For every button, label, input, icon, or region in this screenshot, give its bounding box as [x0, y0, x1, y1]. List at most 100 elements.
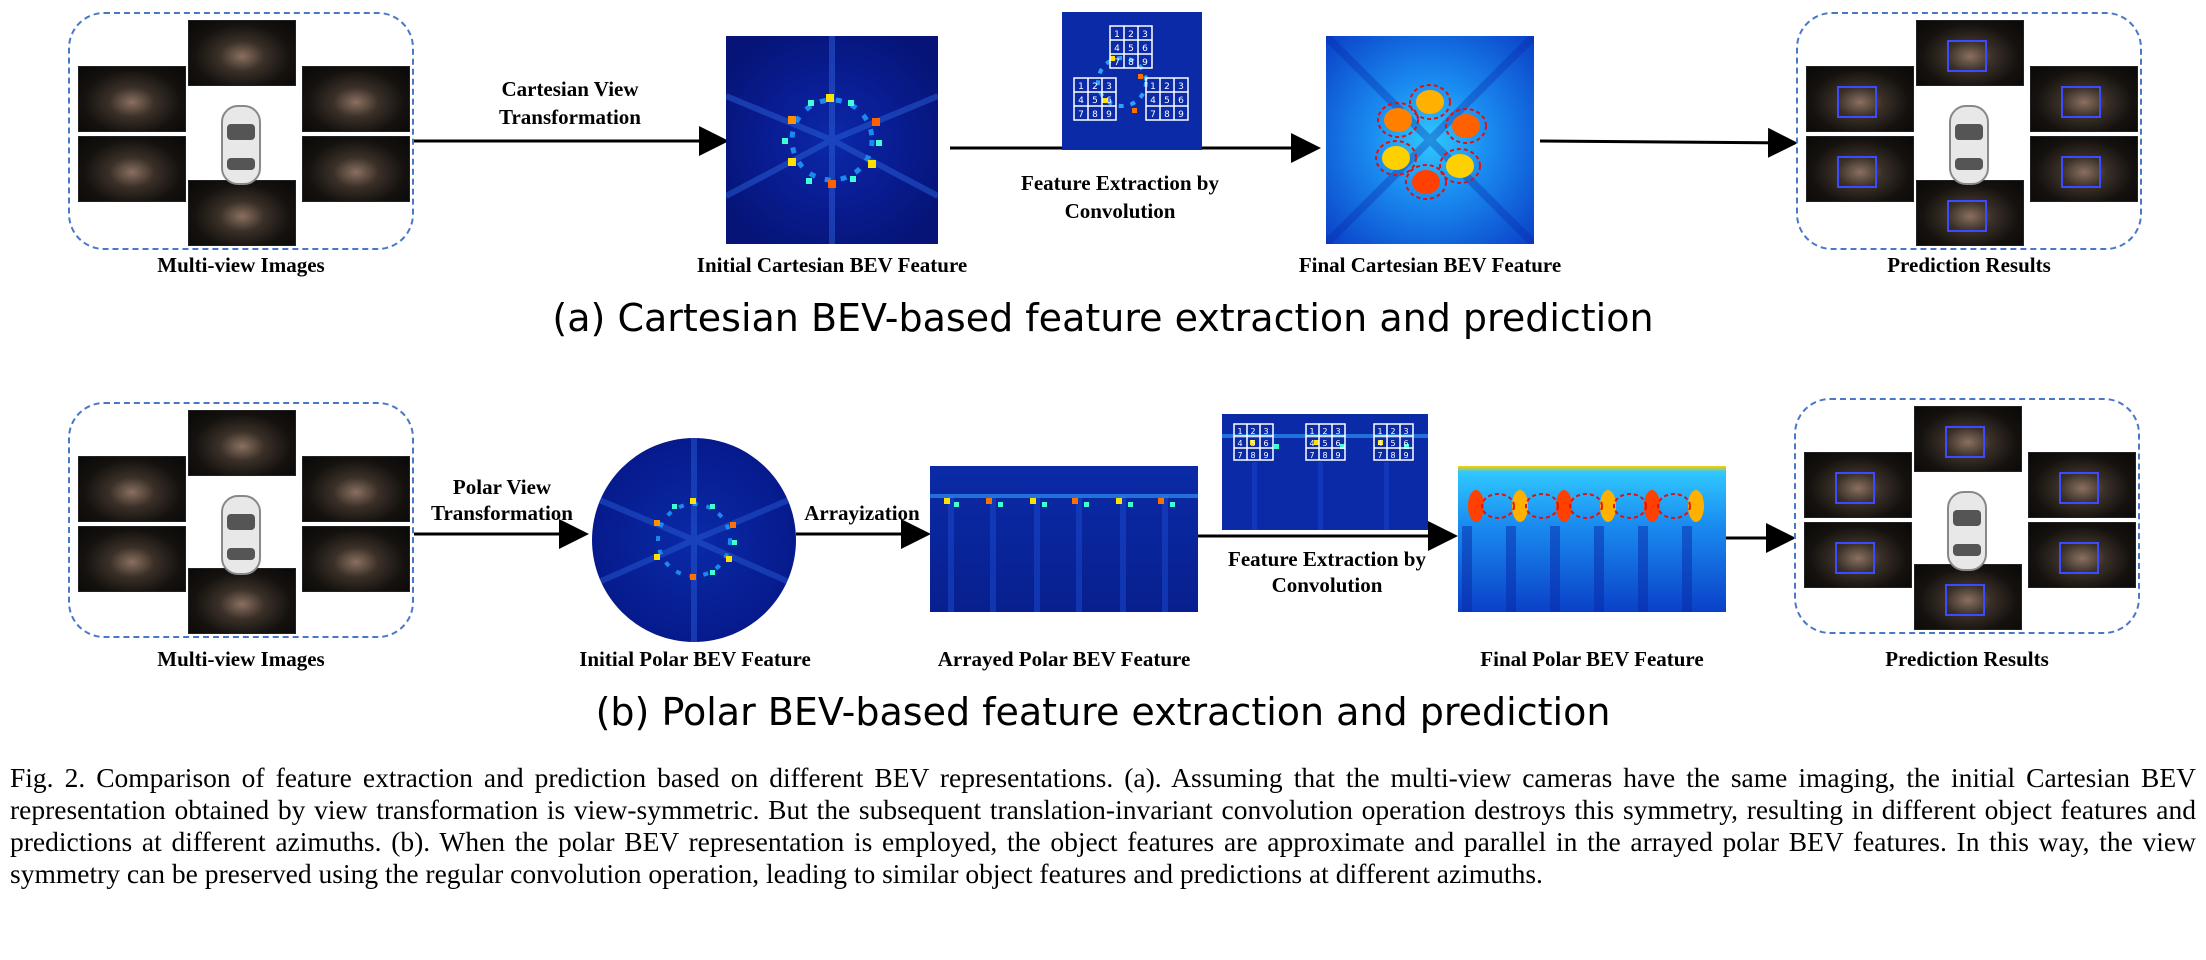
- ego-car-icon: [221, 105, 261, 185]
- svg-text:9: 9: [1403, 451, 1408, 460]
- svg-text:5: 5: [1128, 44, 1134, 54]
- prediction-image: [1914, 406, 2022, 472]
- svg-text:7: 7: [1377, 451, 1382, 460]
- svg-text:1: 1: [1078, 82, 1084, 92]
- arrayed-polar-bev-feature: [930, 466, 1198, 612]
- camera-image: [302, 526, 410, 592]
- camera-image: [78, 456, 186, 522]
- svg-text:1: 1: [1150, 82, 1156, 92]
- prediction-image: [1804, 452, 1912, 518]
- svg-text:1: 1: [1309, 427, 1314, 436]
- svg-text:5: 5: [1250, 439, 1255, 448]
- svg-text:6: 6: [1142, 44, 1148, 54]
- svg-text:2: 2: [1164, 82, 1170, 92]
- step-label-polar-transform-1: Polar View: [452, 475, 552, 499]
- svg-text:7: 7: [1114, 58, 1120, 68]
- feature-label-arrayed-polar: Arrayed Polar BEV Feature: [937, 647, 1191, 671]
- step-label-polar-conv-1: Feature Extraction by: [1228, 547, 1426, 571]
- svg-text:9: 9: [1178, 110, 1184, 120]
- svg-text:9: 9: [1263, 451, 1268, 460]
- ego-car-icon: [221, 495, 261, 575]
- svg-text:1: 1: [1377, 427, 1382, 436]
- svg-text:7: 7: [1237, 451, 1242, 460]
- camera-image: [302, 66, 410, 132]
- svg-text:6: 6: [1263, 439, 1268, 448]
- final-polar-bev-feature: [1458, 466, 1726, 612]
- step-label-arrayization: Arrayization: [804, 501, 920, 525]
- svg-text:7: 7: [1150, 110, 1156, 120]
- step-label-cartesian-conv-2: Convolution: [1064, 199, 1176, 223]
- svg-text:8: 8: [1092, 110, 1098, 120]
- svg-text:4: 4: [1078, 96, 1084, 106]
- section-heading-b: (b) Polar BEV-based feature extraction a…: [595, 690, 1611, 734]
- svg-text:8: 8: [1390, 451, 1395, 460]
- camera-image: [302, 136, 410, 202]
- figure-caption: Fig. 2. Comparison of feature extraction…: [10, 762, 2196, 889]
- svg-text:5: 5: [1390, 439, 1395, 448]
- output-label-a: Prediction Results: [1887, 253, 2051, 277]
- feature-label-initial-cartesian: Initial Cartesian BEV Feature: [696, 253, 968, 277]
- svg-text:4: 4: [1150, 96, 1156, 106]
- svg-text:2: 2: [1128, 30, 1134, 40]
- feature-label-final-cartesian: Final Cartesian BEV Feature: [1298, 253, 1562, 277]
- svg-text:4: 4: [1377, 439, 1382, 448]
- svg-text:6: 6: [1106, 96, 1112, 106]
- svg-text:2: 2: [1250, 427, 1255, 436]
- prediction-image: [2030, 136, 2138, 202]
- svg-text:9: 9: [1335, 451, 1340, 460]
- svg-text:5: 5: [1092, 96, 1098, 106]
- svg-text:4: 4: [1114, 44, 1120, 54]
- svg-text:2: 2: [1322, 427, 1327, 436]
- arrow-cartesian-prediction: [1539, 127, 1798, 158]
- svg-text:8: 8: [1322, 451, 1327, 460]
- svg-text:6: 6: [1403, 439, 1408, 448]
- step-label-polar-transform-2: Transformation: [431, 501, 573, 525]
- final-cartesian-bev-feature: [1326, 36, 1534, 244]
- svg-text:1: 1: [1114, 30, 1120, 40]
- initial-cartesian-bev-feature: [726, 36, 938, 244]
- svg-text:3: 3: [1403, 427, 1408, 436]
- svg-text:7: 7: [1309, 451, 1314, 460]
- camera-image: [188, 568, 296, 634]
- multi-view-images-a: [68, 12, 414, 250]
- prediction-image: [1804, 522, 1912, 588]
- ego-car-icon: [1947, 491, 1987, 571]
- prediction-image: [1806, 136, 1914, 202]
- prediction-results-a: [1796, 12, 2142, 250]
- svg-text:3: 3: [1142, 30, 1148, 40]
- camera-image: [188, 20, 296, 86]
- camera-image: [78, 66, 186, 132]
- svg-text:3: 3: [1335, 427, 1340, 436]
- initial-polar-bev-feature: [592, 438, 796, 642]
- camera-image: [188, 180, 296, 246]
- prediction-image: [1916, 180, 2024, 246]
- prediction-image: [2028, 522, 2136, 588]
- svg-text:8: 8: [1164, 110, 1170, 120]
- camera-image: [78, 526, 186, 592]
- input-label-a: Multi-view Images: [157, 253, 325, 277]
- step-label-cartesian-conv-1: Feature Extraction by: [1021, 171, 1219, 195]
- svg-text:6: 6: [1178, 96, 1184, 106]
- prediction-image: [1806, 66, 1914, 132]
- svg-text:4: 4: [1309, 439, 1314, 448]
- svg-text:3: 3: [1106, 82, 1112, 92]
- svg-text:5: 5: [1322, 439, 1327, 448]
- step-label-cartesian-transform-2: Transformation: [499, 105, 641, 129]
- prediction-results-b: [1794, 398, 2140, 634]
- svg-text:5: 5: [1164, 96, 1170, 106]
- feature-label-final-polar: Final Polar BEV Feature: [1480, 647, 1704, 671]
- svg-text:8: 8: [1128, 58, 1134, 68]
- camera-image: [78, 136, 186, 202]
- svg-text:6: 6: [1335, 439, 1340, 448]
- camera-image: [302, 456, 410, 522]
- prediction-image: [2030, 66, 2138, 132]
- svg-text:3: 3: [1178, 82, 1184, 92]
- svg-text:9: 9: [1142, 58, 1148, 68]
- step-label-cartesian-transform-1: Cartesian View: [501, 77, 639, 101]
- svg-text:7: 7: [1078, 110, 1084, 120]
- prediction-image: [2028, 452, 2136, 518]
- feature-label-initial-polar: Initial Polar BEV Feature: [579, 647, 811, 671]
- input-label-b: Multi-view Images: [157, 647, 325, 671]
- svg-text:2: 2: [1092, 82, 1098, 92]
